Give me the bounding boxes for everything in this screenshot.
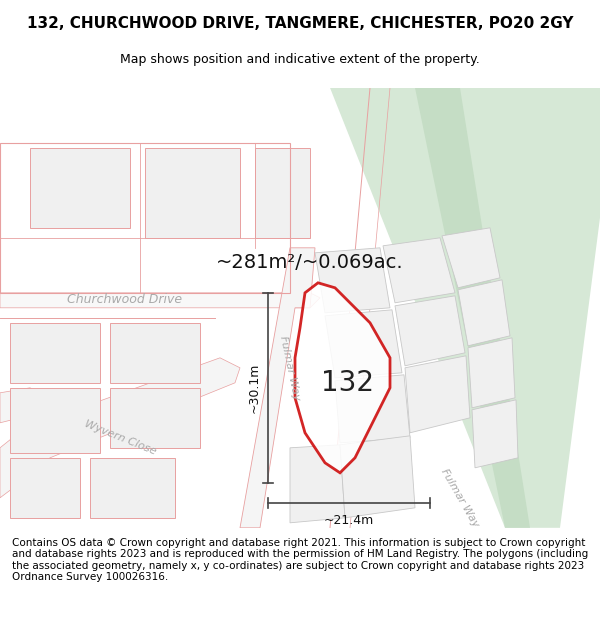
Text: Fulmar Way: Fulmar Way: [278, 334, 302, 401]
Polygon shape: [390, 88, 530, 528]
Polygon shape: [290, 445, 345, 522]
Polygon shape: [0, 388, 50, 422]
Polygon shape: [0, 292, 320, 308]
Polygon shape: [325, 310, 402, 378]
Text: Contains OS data © Crown copyright and database right 2021. This information is : Contains OS data © Crown copyright and d…: [12, 538, 588, 582]
Polygon shape: [383, 238, 455, 302]
Polygon shape: [30, 148, 130, 228]
Text: Churchwood Drive: Churchwood Drive: [67, 293, 182, 306]
Polygon shape: [255, 148, 310, 238]
Polygon shape: [340, 436, 415, 518]
Polygon shape: [240, 248, 315, 528]
Text: ~21.4m: ~21.4m: [324, 514, 374, 528]
Polygon shape: [405, 356, 470, 432]
Polygon shape: [10, 322, 100, 382]
Polygon shape: [395, 296, 465, 366]
Text: Wyvern Close: Wyvern Close: [83, 419, 157, 457]
Polygon shape: [295, 282, 390, 472]
Polygon shape: [10, 458, 80, 518]
Text: ~30.1m: ~30.1m: [248, 362, 260, 413]
Polygon shape: [315, 248, 390, 312]
Polygon shape: [90, 458, 175, 518]
Polygon shape: [335, 375, 410, 442]
Polygon shape: [110, 322, 200, 382]
Text: 132: 132: [322, 369, 374, 397]
Text: Map shows position and indicative extent of the property.: Map shows position and indicative extent…: [120, 53, 480, 66]
Polygon shape: [442, 228, 500, 288]
Text: Fulmar Way: Fulmar Way: [439, 467, 481, 529]
Polygon shape: [458, 280, 510, 346]
Text: 132, CHURCHWOOD DRIVE, TANGMERE, CHICHESTER, PO20 2GY: 132, CHURCHWOOD DRIVE, TANGMERE, CHICHES…: [27, 16, 573, 31]
Polygon shape: [110, 388, 200, 448]
Polygon shape: [472, 400, 518, 468]
Polygon shape: [10, 388, 100, 452]
Text: ~281m²/~0.069ac.: ~281m²/~0.069ac.: [216, 253, 404, 272]
Polygon shape: [468, 338, 515, 408]
Polygon shape: [145, 148, 240, 238]
Polygon shape: [330, 88, 600, 528]
Polygon shape: [0, 357, 240, 498]
